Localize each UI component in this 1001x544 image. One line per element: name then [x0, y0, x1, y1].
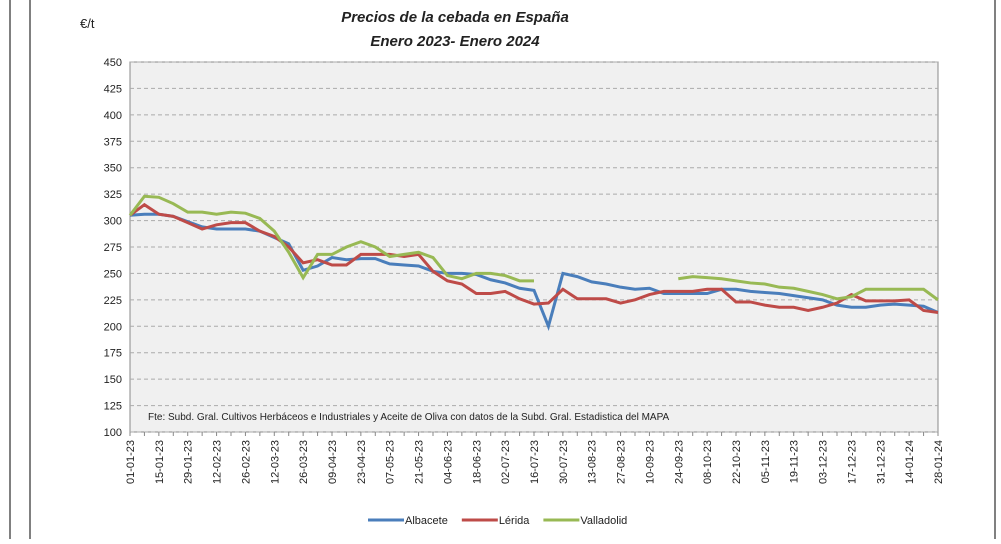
x-tick-label: 08-10-23 [702, 440, 714, 484]
x-tick-label: 12-02-23 [212, 440, 224, 484]
x-tick-label: 07-05-23 [385, 440, 397, 484]
x-tick-label: 05-11-23 [760, 440, 772, 483]
annotation: Fte: Subd. Gral. Cultivos Herbáceos e In… [148, 412, 670, 423]
x-tick-label: 22-10-23 [731, 440, 743, 484]
x-tick-label: 13-08-23 [587, 440, 599, 484]
y-tick-label: 375 [104, 136, 122, 148]
x-tick-label: 12-03-23 [269, 440, 281, 484]
x-tick-label: 10-09-23 [644, 440, 656, 484]
y-tick-label: 300 [104, 216, 122, 228]
y-tick-label: 275 [104, 242, 122, 254]
x-tick-label: 26-02-23 [240, 440, 252, 484]
x-tick-label: 29-01-23 [183, 440, 195, 484]
x-tick-label: 19-11-23 [789, 440, 801, 483]
series-line [129, 202, 939, 315]
x-tick-label: 15-01-23 [154, 440, 166, 484]
y-tick-label: 175 [104, 348, 122, 360]
x-tick-label: 16-07-23 [529, 440, 541, 484]
legend-label: Lérida [499, 515, 530, 527]
y-tick-label: 100 [104, 427, 122, 439]
x-tick-label: 02-07-23 [500, 440, 512, 484]
x-tick-label: 18-06-23 [471, 440, 483, 484]
legend-label: Albacete [405, 515, 448, 527]
legend-label: Valladolid [580, 515, 627, 527]
x-tick-label: 21-05-23 [414, 440, 426, 484]
x-tick-label: 28-01-24 [933, 440, 945, 484]
x-tick-label: 24-09-23 [673, 440, 685, 484]
y-tick-label: 350 [104, 163, 122, 175]
y-tick-label: 150 [104, 374, 122, 386]
chart-title: Precios de la cebada en España [341, 9, 569, 26]
series-line [128, 194, 939, 302]
x-tick-label: 01-01-23 [125, 440, 137, 484]
y-tick-label: 400 [104, 110, 122, 122]
x-tick-label: 09-04-23 [327, 440, 339, 484]
y-tick-label: 250 [104, 268, 122, 280]
x-tick-label: 03-12-23 [818, 440, 830, 484]
y-tick-label: 225 [104, 295, 122, 307]
y-tick-label: 425 [104, 83, 122, 95]
y-tick-label: 325 [104, 189, 122, 201]
y-axis-label: €/t [80, 16, 95, 31]
x-tick-label: 17-12-23 [846, 440, 858, 484]
chart-subtitle: Enero 2023- Enero 2024 [370, 33, 540, 50]
x-tick-label: 26-03-23 [298, 440, 310, 484]
y-tick-label: 125 [104, 401, 122, 413]
x-tick-label: 14-01-24 [904, 440, 916, 484]
x-tick-label: 31-12-23 [875, 440, 887, 484]
x-tick-label: 04-06-23 [442, 440, 454, 484]
x-tick-label: 27-08-23 [616, 440, 628, 484]
y-tick-label: 200 [104, 321, 122, 333]
x-tick-label: 23-04-23 [356, 440, 368, 484]
x-tick-label: 30-07-23 [558, 440, 570, 484]
y-tick-label: 450 [104, 57, 122, 69]
